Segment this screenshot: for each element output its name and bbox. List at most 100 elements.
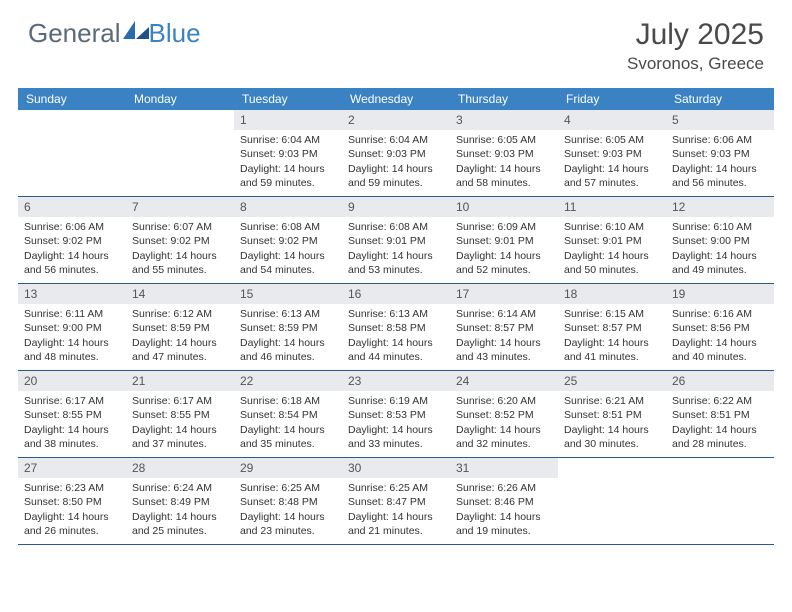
date-number: 24 — [450, 371, 558, 391]
sunset-line: Sunset: 9:01 PM — [564, 234, 660, 248]
day2-line: and 57 minutes. — [564, 176, 660, 190]
day-cell: 15Sunrise: 6:13 AMSunset: 8:59 PMDayligh… — [234, 284, 342, 370]
day-cell: 17Sunrise: 6:14 AMSunset: 8:57 PMDayligh… — [450, 284, 558, 370]
day2-line: and 37 minutes. — [132, 437, 228, 451]
day2-line: and 33 minutes. — [348, 437, 444, 451]
date-number: 5 — [666, 110, 774, 130]
sunrise-line: Sunrise: 6:06 AM — [24, 220, 120, 234]
day1-line: Daylight: 14 hours — [672, 423, 768, 437]
day-cell: 1Sunrise: 6:04 AMSunset: 9:03 PMDaylight… — [234, 110, 342, 196]
day-details: Sunrise: 6:05 AMSunset: 9:03 PMDaylight:… — [558, 130, 666, 195]
day2-line: and 40 minutes. — [672, 350, 768, 364]
location-label: Svoronos, Greece — [627, 54, 764, 74]
date-number: 30 — [342, 458, 450, 478]
day-header-saturday: Saturday — [666, 88, 774, 110]
sunrise-line: Sunrise: 6:21 AM — [564, 394, 660, 408]
day-details: Sunrise: 6:22 AMSunset: 8:51 PMDaylight:… — [666, 391, 774, 456]
day-cell: 22Sunrise: 6:18 AMSunset: 8:54 PMDayligh… — [234, 371, 342, 457]
day-cell: 10Sunrise: 6:09 AMSunset: 9:01 PMDayligh… — [450, 197, 558, 283]
sunrise-line: Sunrise: 6:06 AM — [672, 133, 768, 147]
day1-line: Daylight: 14 hours — [348, 249, 444, 263]
day-cell: 2Sunrise: 6:04 AMSunset: 9:03 PMDaylight… — [342, 110, 450, 196]
sunrise-line: Sunrise: 6:18 AM — [240, 394, 336, 408]
day2-line: and 59 minutes. — [348, 176, 444, 190]
sunrise-line: Sunrise: 6:05 AM — [564, 133, 660, 147]
day-details: Sunrise: 6:18 AMSunset: 8:54 PMDaylight:… — [234, 391, 342, 456]
day1-line: Daylight: 14 hours — [348, 423, 444, 437]
sunrise-line: Sunrise: 6:12 AM — [132, 307, 228, 321]
day1-line: Daylight: 14 hours — [564, 423, 660, 437]
sunrise-line: Sunrise: 6:13 AM — [240, 307, 336, 321]
sunset-line: Sunset: 8:51 PM — [672, 408, 768, 422]
sunrise-line: Sunrise: 6:04 AM — [240, 133, 336, 147]
day-header-tuesday: Tuesday — [234, 88, 342, 110]
day-header-row: SundayMondayTuesdayWednesdayThursdayFrid… — [18, 88, 774, 110]
day-details: Sunrise: 6:17 AMSunset: 8:55 PMDaylight:… — [126, 391, 234, 456]
sunset-line: Sunset: 8:54 PM — [240, 408, 336, 422]
day2-line: and 30 minutes. — [564, 437, 660, 451]
sunset-line: Sunset: 8:59 PM — [132, 321, 228, 335]
day-cell: 8Sunrise: 6:08 AMSunset: 9:02 PMDaylight… — [234, 197, 342, 283]
sunset-line: Sunset: 8:49 PM — [132, 495, 228, 509]
day-cell: 27Sunrise: 6:23 AMSunset: 8:50 PMDayligh… — [18, 458, 126, 544]
day-details: Sunrise: 6:09 AMSunset: 9:01 PMDaylight:… — [450, 217, 558, 282]
day-details: Sunrise: 6:04 AMSunset: 9:03 PMDaylight:… — [234, 130, 342, 195]
day1-line: Daylight: 14 hours — [132, 336, 228, 350]
day-details: Sunrise: 6:06 AMSunset: 9:03 PMDaylight:… — [666, 130, 774, 195]
sunset-line: Sunset: 9:03 PM — [240, 147, 336, 161]
date-number: 9 — [342, 197, 450, 217]
day-cell: 20Sunrise: 6:17 AMSunset: 8:55 PMDayligh… — [18, 371, 126, 457]
day-details: Sunrise: 6:13 AMSunset: 8:59 PMDaylight:… — [234, 304, 342, 369]
day2-line: and 47 minutes. — [132, 350, 228, 364]
day-cell: 6Sunrise: 6:06 AMSunset: 9:02 PMDaylight… — [18, 197, 126, 283]
day2-line: and 38 minutes. — [24, 437, 120, 451]
day-details: Sunrise: 6:04 AMSunset: 9:03 PMDaylight:… — [342, 130, 450, 195]
date-number: 1 — [234, 110, 342, 130]
sunrise-line: Sunrise: 6:07 AM — [132, 220, 228, 234]
day-cell: 24Sunrise: 6:20 AMSunset: 8:52 PMDayligh… — [450, 371, 558, 457]
calendar: SundayMondayTuesdayWednesdayThursdayFrid… — [18, 88, 774, 545]
day-cell: 25Sunrise: 6:21 AMSunset: 8:51 PMDayligh… — [558, 371, 666, 457]
date-number: 10 — [450, 197, 558, 217]
sunrise-line: Sunrise: 6:19 AM — [348, 394, 444, 408]
day1-line: Daylight: 14 hours — [240, 249, 336, 263]
sunset-line: Sunset: 8:57 PM — [564, 321, 660, 335]
sunset-line: Sunset: 9:00 PM — [672, 234, 768, 248]
day1-line: Daylight: 14 hours — [456, 162, 552, 176]
blank-cell — [126, 110, 234, 196]
date-number: 27 — [18, 458, 126, 478]
day-cell: 4Sunrise: 6:05 AMSunset: 9:03 PMDaylight… — [558, 110, 666, 196]
day1-line: Daylight: 14 hours — [672, 336, 768, 350]
sunset-line: Sunset: 8:50 PM — [24, 495, 120, 509]
day-details: Sunrise: 6:11 AMSunset: 9:00 PMDaylight:… — [18, 304, 126, 369]
sunrise-line: Sunrise: 6:08 AM — [348, 220, 444, 234]
date-number: 23 — [342, 371, 450, 391]
day-details: Sunrise: 6:06 AMSunset: 9:02 PMDaylight:… — [18, 217, 126, 282]
day-cell: 29Sunrise: 6:25 AMSunset: 8:48 PMDayligh… — [234, 458, 342, 544]
sunset-line: Sunset: 9:03 PM — [348, 147, 444, 161]
sunset-line: Sunset: 9:00 PM — [24, 321, 120, 335]
sunset-line: Sunset: 8:52 PM — [456, 408, 552, 422]
day1-line: Daylight: 14 hours — [564, 162, 660, 176]
day-cell: 23Sunrise: 6:19 AMSunset: 8:53 PMDayligh… — [342, 371, 450, 457]
sunset-line: Sunset: 9:03 PM — [672, 147, 768, 161]
sunrise-line: Sunrise: 6:24 AM — [132, 481, 228, 495]
day-details: Sunrise: 6:07 AMSunset: 9:02 PMDaylight:… — [126, 217, 234, 282]
sunrise-line: Sunrise: 6:25 AM — [240, 481, 336, 495]
page-title: July 2025 — [627, 18, 764, 52]
day-cell: 21Sunrise: 6:17 AMSunset: 8:55 PMDayligh… — [126, 371, 234, 457]
sunrise-line: Sunrise: 6:25 AM — [348, 481, 444, 495]
day2-line: and 54 minutes. — [240, 263, 336, 277]
week-row: 1Sunrise: 6:04 AMSunset: 9:03 PMDaylight… — [18, 110, 774, 197]
sunset-line: Sunset: 8:56 PM — [672, 321, 768, 335]
date-number: 7 — [126, 197, 234, 217]
date-number: 29 — [234, 458, 342, 478]
sunset-line: Sunset: 8:57 PM — [456, 321, 552, 335]
date-number: 19 — [666, 284, 774, 304]
day-details: Sunrise: 6:10 AMSunset: 9:00 PMDaylight:… — [666, 217, 774, 282]
date-number: 12 — [666, 197, 774, 217]
date-number: 2 — [342, 110, 450, 130]
sunrise-line: Sunrise: 6:10 AM — [672, 220, 768, 234]
day-details: Sunrise: 6:17 AMSunset: 8:55 PMDaylight:… — [18, 391, 126, 456]
day-cell: 16Sunrise: 6:13 AMSunset: 8:58 PMDayligh… — [342, 284, 450, 370]
